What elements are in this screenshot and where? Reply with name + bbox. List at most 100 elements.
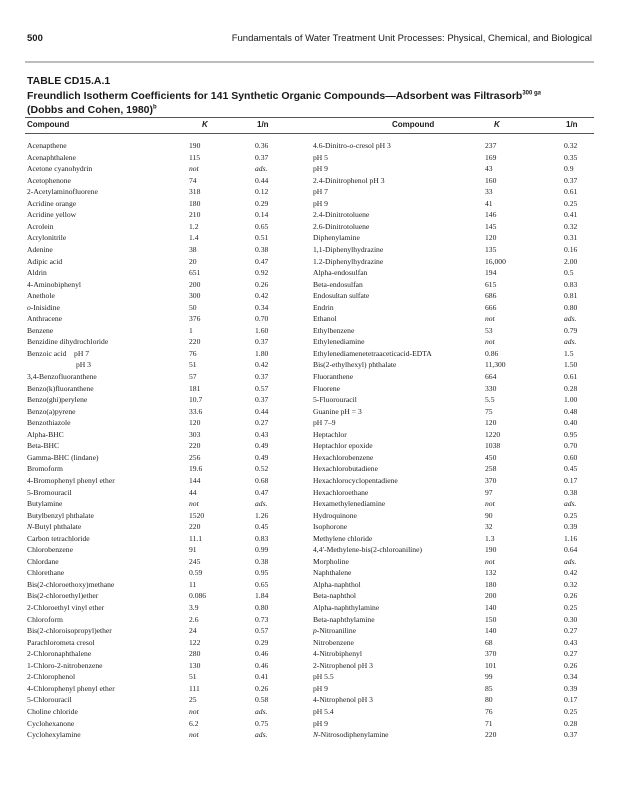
k-value: 75 [485, 406, 493, 416]
inv-n-value: 0.38 [255, 244, 269, 254]
compound-name: 2.6-Dinitrotoluene [313, 222, 369, 232]
k-value: not [189, 164, 199, 174]
k-value: 237 [485, 141, 497, 150]
inv-n-value: 0.57 [255, 383, 269, 393]
k-value: 200 [485, 591, 497, 601]
k-value: 122 [189, 637, 201, 647]
k-value: 33.6 [189, 406, 203, 416]
k-value: 245 [189, 556, 201, 566]
inv-n-value: 1.5 [564, 348, 574, 358]
inv-n-value: 0.44 [255, 175, 269, 185]
inv-n-value: 0.17 [564, 475, 578, 485]
inv-n-value: 0.80 [255, 603, 269, 612]
k-value: 6.2 [189, 718, 199, 728]
compound-text: Acrolein [27, 221, 54, 231]
k-value: 80 [485, 695, 493, 705]
k-value: 11,300 [485, 360, 506, 370]
inv-n-value: 0.25 [564, 706, 578, 716]
italic-prefix: p [313, 626, 317, 636]
compound-name: pH 9 [313, 164, 328, 174]
table-header-rule [25, 133, 594, 134]
inv-n-value: 0.27 [564, 649, 578, 659]
k-value: 220 [189, 337, 201, 347]
inv-n-value: 0.28 [564, 383, 578, 393]
inv-n-value: 0.95 [564, 429, 578, 439]
k-value: 51 [189, 360, 197, 370]
compound-text: 2.4-Dinitrotoluene [313, 210, 370, 220]
compound-text: Fluoranthene [313, 372, 354, 381]
k-value: 140 [485, 626, 497, 636]
compound-text: 4.6-Dinitro- [313, 141, 350, 150]
compound-name: o-Inisidine [27, 303, 60, 313]
k-value: 57 [189, 372, 197, 381]
compound-name: Cyclohexanone [27, 719, 74, 729]
k-value: 53 [485, 325, 493, 335]
col-header-k-left: K [202, 120, 208, 129]
compound-name: Chloroform [27, 615, 63, 625]
compound-name: Beta-naphthylamine [313, 615, 375, 625]
k-value: 664 [485, 372, 497, 381]
compound-text: Alpha-BHC [27, 429, 64, 439]
compound-name: Acenaphthalene [27, 153, 76, 163]
compound-text: 2-Nitrophenol pH 3 [313, 660, 373, 670]
compound-text: Fluorene [313, 383, 340, 393]
inv-n-value: 0.49 [255, 452, 269, 462]
inv-n-value: 0.26 [255, 683, 269, 693]
k-value: 41 [485, 198, 493, 208]
k-value: 180 [189, 198, 201, 208]
inv-n-value: 0.73 [255, 614, 269, 624]
inv-n-value: 0.35 [564, 152, 578, 162]
inv-n-value: 0.48 [564, 406, 578, 416]
inv-n-value: 0.49 [255, 441, 269, 451]
k-value: 33 [485, 187, 493, 197]
k-value: 68 [485, 637, 493, 647]
compound-name: 2-Acetylaminofluorene [27, 187, 98, 197]
compound-name: 4-Bromophenyl phenyl ether [27, 476, 115, 486]
k-value: 24 [189, 626, 197, 636]
inv-n-value: 0.65 [255, 579, 269, 589]
k-value: 11 [189, 579, 197, 589]
compound-name: Guanine pH = 3 [313, 407, 362, 417]
compound-text: pH 9 [313, 683, 328, 693]
compound-name: 4-Nitrobiphenyl [313, 649, 362, 659]
compound-name: Bis(2-chloroethyl)ether [27, 591, 98, 601]
k-value: 180 [485, 579, 497, 589]
compound-name: pH 3 [76, 360, 91, 370]
k-value: not [485, 314, 495, 324]
inv-n-value: 0.30 [564, 614, 578, 624]
table-title-text: Freundlich Isotherm Coefficients for 141… [27, 90, 523, 102]
compound-text: Alpha-naphthol [313, 579, 361, 589]
table-top-rule [25, 117, 594, 118]
compound-text: Bis(2-ethylhexyl) phthalate [313, 360, 397, 370]
compound-text: Chlordane [27, 556, 59, 566]
inv-n-value: 0.92 [255, 268, 269, 278]
compound-text: Cyclohexylamine [27, 730, 81, 740]
compound-name: Adenine [27, 245, 53, 255]
compound-text: Hexachloroethane [313, 487, 369, 497]
k-value: 99 [485, 672, 493, 682]
compound-name: p-Nitroaniline [313, 626, 356, 636]
k-value: 450 [485, 452, 497, 462]
compound-name: 5-Chlorouracil [27, 695, 72, 705]
inv-n-value: 0.25 [564, 198, 578, 208]
k-value: not [485, 499, 495, 509]
k-value: 1.4 [189, 233, 199, 243]
compound-text: Alpha-naphthylamine [313, 603, 380, 612]
compound-text: 4-Nitrophenol pH 3 [313, 695, 373, 705]
k-value: 144 [189, 475, 201, 485]
k-value: 11.1 [189, 533, 203, 543]
k-value: 3.9 [189, 603, 199, 612]
k-value: 5.5 [485, 395, 495, 405]
compound-text: Cyclohexanone [27, 718, 75, 728]
compound-name: 5-Fluorouracil [313, 395, 357, 405]
k-value: 120 [189, 418, 201, 428]
inv-n-value: 1.00 [564, 395, 578, 405]
k-value: 651 [189, 268, 201, 278]
italic-prefix: o [27, 302, 31, 312]
k-value: 256 [189, 452, 201, 462]
inv-n-value: 0.70 [564, 441, 578, 451]
compound-text: pH 3 [76, 360, 91, 370]
k-value: 145 [485, 221, 497, 231]
compound-name: Parachlorometa cresol [27, 638, 95, 648]
inv-n-value: 0.58 [255, 695, 269, 705]
